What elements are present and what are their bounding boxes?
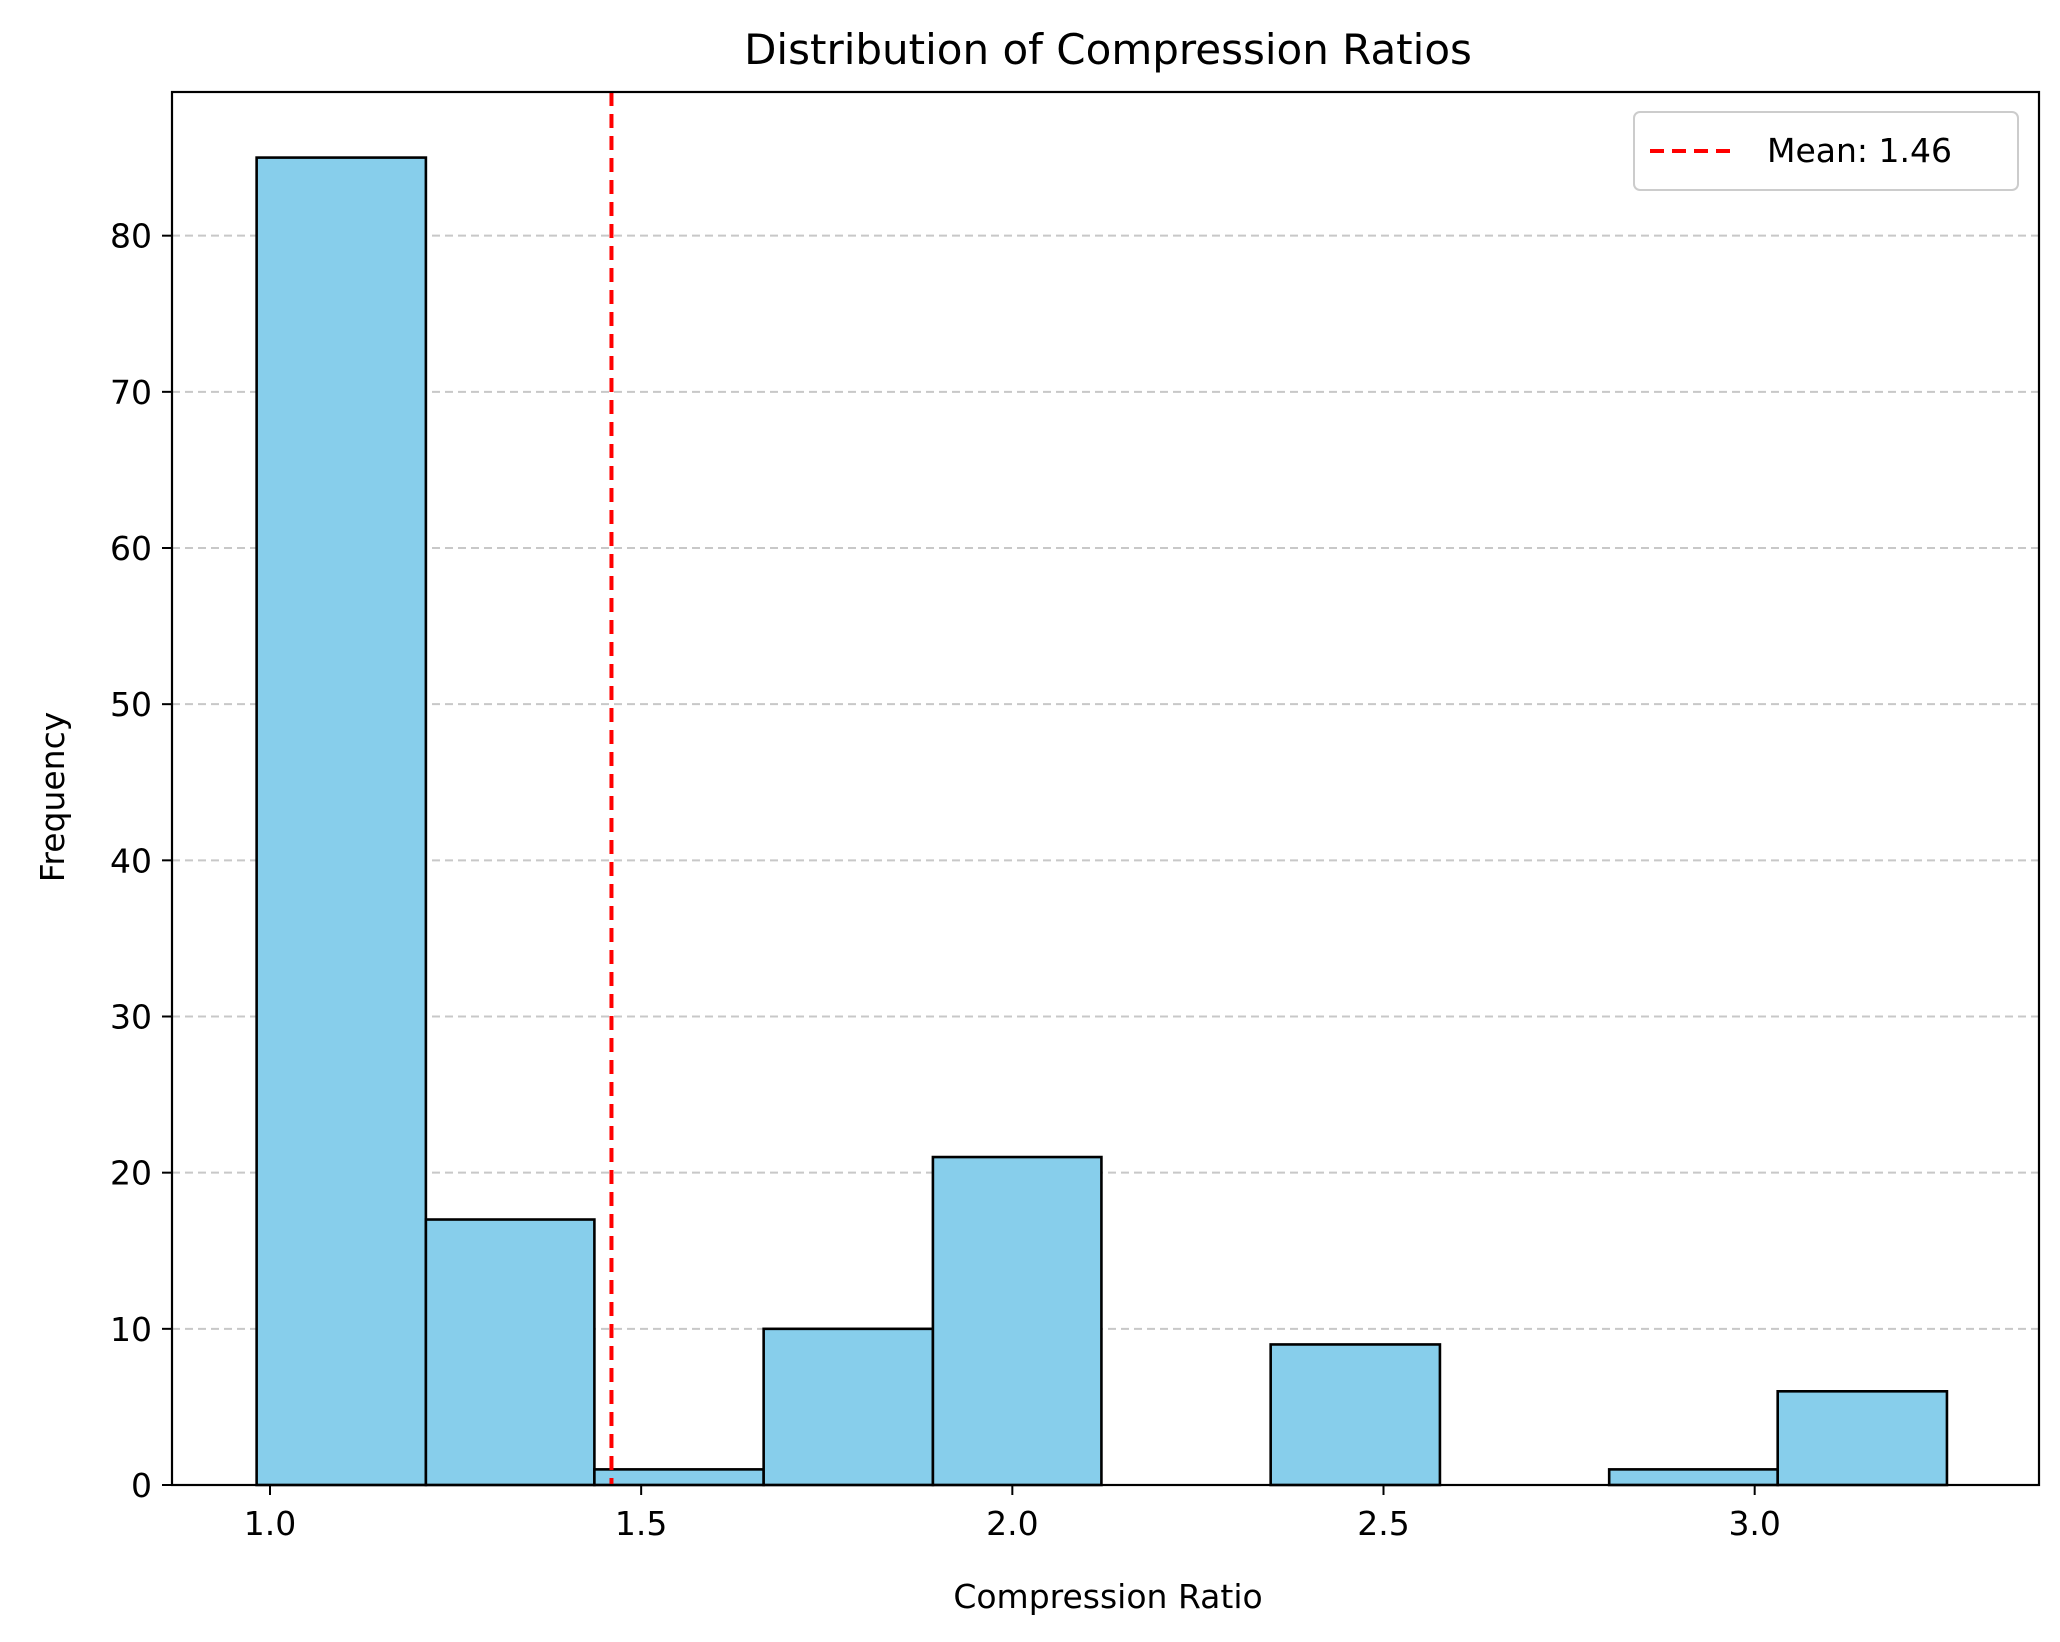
y-ticks: 0 10 20 30 40 50 60 70 80 <box>110 217 172 1505</box>
histogram-bar <box>593 1468 765 1487</box>
x-tick-label: 3.0 <box>1728 1504 1780 1543</box>
x-tick-label: 2.5 <box>1357 1504 1409 1543</box>
histogram-bar <box>931 1155 1103 1487</box>
y-tick-label: 40 <box>110 841 152 880</box>
y-tick-label: 80 <box>110 217 152 256</box>
y-tick-label: 0 <box>131 1466 152 1505</box>
histogram-bar <box>255 156 428 1487</box>
y-tick-label: 10 <box>110 1310 152 1349</box>
axes-frame <box>170 90 2041 1487</box>
legend: Mean: 1.46 <box>1633 111 2019 191</box>
histogram-bar <box>762 1327 935 1487</box>
chart-title: Distribution of Compression Ratios <box>744 25 1472 74</box>
y-tick-label: 30 <box>110 998 152 1037</box>
legend-box <box>1633 111 2019 191</box>
x-tick-label: 1.5 <box>615 1504 667 1543</box>
histogram-bar <box>1269 1343 1442 1487</box>
x-ticks: 1.0 1.5 2.0 2.5 3.0 <box>244 1485 1781 1543</box>
x-tick-label: 1.0 <box>244 1504 296 1543</box>
y-tick-label: 50 <box>110 685 152 724</box>
y-axis-label: Frequency <box>33 712 72 882</box>
x-axis-label: Compression Ratio <box>953 1577 1262 1616</box>
histogram-bar <box>1776 1390 1949 1487</box>
x-tick-label: 2.0 <box>986 1504 1038 1543</box>
y-tick-label: 70 <box>110 373 152 412</box>
y-tick-label: 60 <box>110 529 152 568</box>
legend-mean-label: Mean: 1.46 <box>1767 131 1952 170</box>
y-tick-label: 20 <box>110 1154 152 1193</box>
bars-layer <box>255 156 1949 1487</box>
histogram-bar <box>1607 1468 1779 1487</box>
histogram-bar <box>424 1218 596 1487</box>
